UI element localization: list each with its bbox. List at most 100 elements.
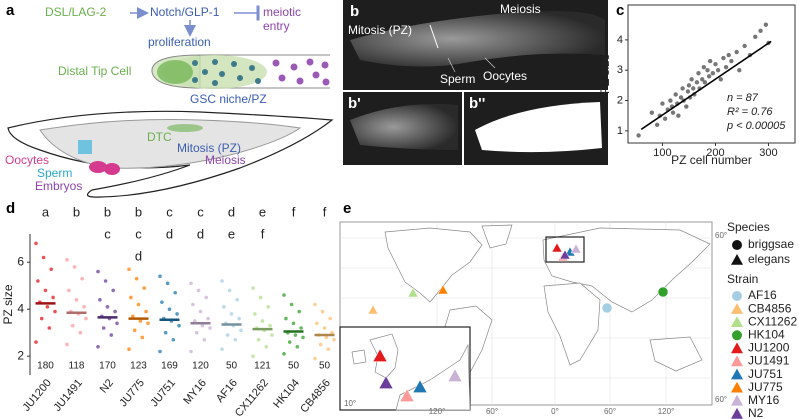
point [315,321,319,326]
significance-letter: e [259,204,266,219]
site-marker [407,287,419,298]
site-marker [437,284,449,295]
point [225,333,230,337]
significance-letter: c [135,226,142,241]
point [39,316,44,321]
y-axis-label: PZ size [598,54,612,94]
point [158,274,162,279]
point [737,68,742,73]
point [251,354,255,359]
point [707,58,713,64]
sperm-label: Sperm [37,166,72,180]
point [109,333,114,337]
point [694,80,700,85]
point [264,345,269,349]
point [673,92,678,97]
site-marker [378,375,394,389]
point [685,89,691,94]
site-marker [367,304,379,315]
oocyte-region [89,161,120,175]
legend-label: elegans [748,252,790,266]
point [686,83,692,88]
site-marker [551,242,563,253]
legend-label: JU775 [748,380,783,394]
point [291,321,296,326]
site-marker [372,348,388,362]
point [684,104,689,109]
legend-symbol [731,407,743,419]
legend-symbol [731,254,743,265]
point [318,342,323,347]
y-tick-label: 2 [617,94,623,106]
point [715,68,721,73]
point [160,300,164,304]
zoom-box [545,236,585,263]
y-tick-label: 2 [17,348,24,362]
point [43,288,48,293]
point [115,321,119,326]
embryos-label: Embryos [35,179,82,193]
panel-label: b [350,3,359,20]
point [295,345,300,349]
point [299,326,303,330]
x-tick-label: JU1491 [51,377,85,414]
point [723,64,729,70]
point [662,116,668,121]
point [220,347,224,351]
point [668,98,673,103]
point [301,335,305,340]
significance-letter: d [135,248,142,263]
point [660,101,665,106]
annotation: n = 87 [727,92,759,104]
legend-symbol [731,355,743,367]
legend-symbol [732,330,742,341]
point [718,77,723,82]
point [706,74,712,79]
point [80,276,84,281]
point [146,321,150,326]
legend-label: CB4856 [748,301,792,315]
point [649,110,655,115]
point [200,323,205,328]
point [103,279,108,283]
significance-letter: e [228,226,235,241]
point [636,133,641,138]
trend-line [640,40,772,131]
point [710,71,716,76]
dtc-long-label: Distal Tip Cell [58,64,131,78]
point [41,255,46,260]
point [194,330,199,335]
point [734,49,739,55]
point [282,352,286,356]
legend-label: HK104 [748,327,785,341]
point [131,314,135,319]
x-tick-label: CX11262 [233,377,271,419]
site-marker [399,388,415,402]
point [189,281,193,286]
legend-title: Strain [727,272,758,286]
legend-label: AF16 [748,288,777,302]
boundary [429,24,439,49]
x-tick-label: 300 [759,147,777,159]
point [701,64,707,70]
significance-letter: d [197,226,204,241]
point [696,71,701,76]
x-tick-label: HK104 [271,377,302,410]
panel-label: d [6,200,15,217]
legend-label: briggsae [748,237,794,251]
point [689,77,694,82]
point [702,80,708,85]
count-label: 50 [288,361,300,372]
point [167,307,172,312]
point [72,265,77,269]
panel-label: e [343,200,351,217]
point [326,347,331,351]
point [330,330,334,335]
significance-letter: c [166,204,173,219]
point [763,22,769,27]
point [134,276,139,281]
point [282,293,286,297]
count-label: 118 [69,361,85,372]
legend-symbol [731,303,743,314]
